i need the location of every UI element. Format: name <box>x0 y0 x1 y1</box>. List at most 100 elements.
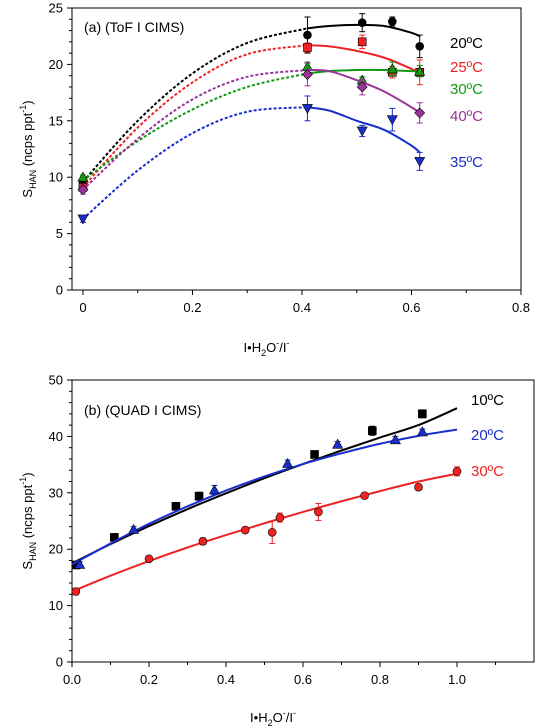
data-point <box>360 491 369 500</box>
y-tick-label: 20 <box>49 542 63 557</box>
data-point <box>367 426 377 436</box>
x-tick-label: 0.4 <box>293 300 311 315</box>
x-tick-label: 0 <box>79 300 86 315</box>
plot-frame <box>71 7 522 291</box>
y-axis-title-part: -1 <box>18 105 28 113</box>
x-tick-label: 0.8 <box>371 672 389 687</box>
fit-line <box>307 106 421 154</box>
x-tick-label: 0.6 <box>402 300 420 315</box>
panel-b: 0.0 0.2 0.4 0.6 0.8 1.0 0 10 20 30 40 50 (b) (QUAD I… <box>18 373 535 728</box>
data-point <box>275 513 285 522</box>
fit-line-dashed <box>82 69 308 191</box>
x-tick-label: 0.2 <box>183 300 201 315</box>
data-point <box>77 214 89 225</box>
y-axis-title-part: (ncps ppt <box>20 484 35 541</box>
panel-label: (a) (ToF I CIMS) <box>84 19 184 35</box>
data-point <box>418 409 427 419</box>
data-point <box>77 184 89 196</box>
data-point <box>357 18 367 27</box>
fit-line-dashed <box>82 44 308 189</box>
x-axis-title: I•H2O-/I- <box>250 708 296 728</box>
legend-label: 30ºC <box>471 463 504 480</box>
series-2 <box>71 466 462 596</box>
data-point <box>74 558 86 569</box>
legend-label: 30ºC <box>450 81 483 98</box>
x-axis-title-part: 2 <box>268 718 273 728</box>
series-1 <box>78 34 425 192</box>
data-point <box>356 81 368 93</box>
data-point <box>144 554 154 564</box>
data-point <box>386 115 398 126</box>
x-axis-title-part: O <box>273 710 283 725</box>
x-tick-label: 0.4 <box>217 672 235 687</box>
data-point <box>77 171 89 182</box>
y-axis-title: SHAN (ncps ppt-1) <box>18 100 38 197</box>
series-0 <box>71 407 458 570</box>
series-2 <box>77 61 426 182</box>
y-tick-label: 40 <box>49 429 63 444</box>
y-tick-label: 0 <box>56 655 63 670</box>
data-point <box>282 457 294 468</box>
x-axis-title-part: - <box>286 338 289 348</box>
y-axis-title-part: HAN <box>28 170 38 189</box>
series-1 <box>71 426 458 569</box>
x-tick-label: 0.8 <box>512 300 530 315</box>
x-axis-title-part: I•H <box>244 340 262 355</box>
y-tick-label: 5 <box>56 226 63 241</box>
y-tick-label: 20 <box>49 57 63 72</box>
fit-line-dashed <box>82 27 308 183</box>
x-axis-title-part: I•H <box>250 710 268 725</box>
x-axis-title-part: - <box>293 708 296 718</box>
y-axis-title-part: ) <box>20 472 35 476</box>
panel-a: 0 0.2 0.4 0.6 0.8 0 5 10 15 20 25 (a) (ToF I CIMS) I… <box>18 1 530 359</box>
legend-label: 25ºC <box>450 59 483 76</box>
data-point <box>310 450 319 459</box>
legend-label: 10ºC <box>471 392 504 409</box>
x-axis-title-part: - <box>276 338 279 348</box>
data-point <box>332 438 344 449</box>
data-point <box>240 525 250 535</box>
x-axis-title-part: /I <box>286 710 293 725</box>
y-axis-title-part: HAN <box>28 542 38 561</box>
data-point <box>416 426 428 437</box>
data-point <box>302 69 313 80</box>
y-axis-title-part: (ncps ppt <box>20 112 35 169</box>
x-tick-label: 0.0 <box>63 672 81 687</box>
y-tick-label: 10 <box>49 598 63 613</box>
y-tick-label: 50 <box>49 373 63 388</box>
x-axis-title: I•H2O-/I- <box>244 338 290 358</box>
fit-line <box>71 428 458 566</box>
data-point <box>267 527 277 537</box>
data-point <box>414 482 423 492</box>
data-point <box>414 65 426 76</box>
legend-label: 35ºC <box>450 154 483 171</box>
data-point <box>314 507 323 517</box>
y-axis-title-part: S <box>20 189 35 198</box>
y-tick-label: 10 <box>49 170 63 185</box>
data-point <box>414 107 426 119</box>
data-point <box>301 104 313 115</box>
data-point <box>386 63 398 74</box>
y-axis-title-part: ) <box>20 100 35 104</box>
legend-label: 20ºC <box>471 427 504 444</box>
x-axis-title-part: /I <box>279 340 286 355</box>
x-axis-title-part: - <box>283 708 286 718</box>
legend-label: 40ºC <box>450 108 483 125</box>
data-point <box>128 523 140 534</box>
data-point <box>194 491 204 501</box>
x-axis-title-part: 2 <box>261 348 266 358</box>
fit-line <box>307 23 421 38</box>
data-point <box>71 587 81 596</box>
x-tick-label: 0.6 <box>294 672 312 687</box>
data-point <box>303 43 312 52</box>
data-point <box>415 42 425 51</box>
data-point <box>208 484 220 495</box>
panel-label: (b) (QUAD I CIMS) <box>84 402 201 418</box>
data-point <box>356 126 368 137</box>
legend-label: 20ºC <box>450 35 483 52</box>
fit-line-dashed <box>82 72 308 182</box>
fit-line <box>307 69 421 114</box>
plot-frame <box>71 379 535 663</box>
data-point <box>303 30 312 40</box>
